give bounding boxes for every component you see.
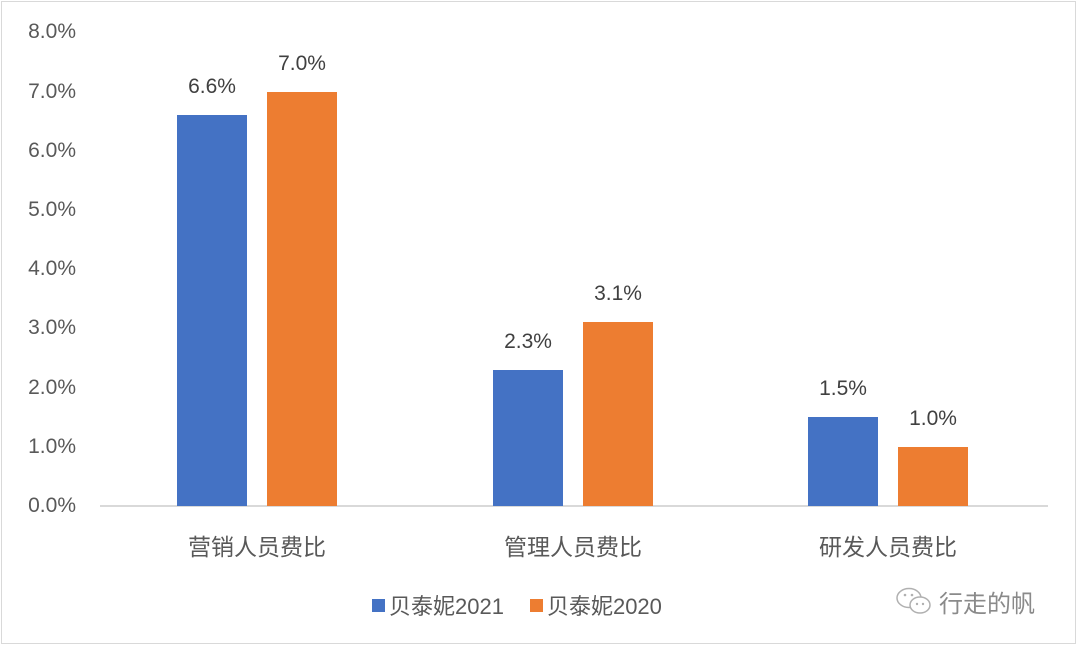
- watermark-text: 行走的帆: [939, 591, 1035, 618]
- watermark: 行走的帆: [895, 584, 1035, 619]
- bar-2020: [267, 91, 337, 506]
- bar-2020: [583, 322, 653, 506]
- legend-label: 贝泰妮2020: [546, 594, 662, 619]
- data-label: 1.5%: [819, 377, 867, 401]
- x-category-label: 管理人员费比: [504, 534, 642, 560]
- y-tick-label: 4.0%: [28, 257, 76, 281]
- legend-swatch-orange: [529, 598, 543, 612]
- bar-2021: [177, 115, 247, 506]
- data-label: 7.0%: [278, 51, 326, 75]
- legend-label: 贝泰妮2021: [389, 594, 504, 619]
- y-tick-label: 5.0%: [28, 198, 76, 221]
- data-label: 3.1%: [594, 282, 642, 306]
- y-tick-label: 6.0%: [28, 138, 76, 162]
- y-tick-label: 2.0%: [28, 375, 76, 399]
- x-axis-line: [100, 505, 1048, 507]
- data-label: 2.3%: [504, 329, 552, 353]
- data-label: 6.6%: [188, 75, 236, 99]
- legend-item-2021: 贝泰妮2021: [372, 589, 504, 621]
- wechat-icon: [896, 587, 931, 614]
- data-label: 1.0%: [909, 406, 957, 430]
- y-tick-label: 7.0%: [28, 79, 76, 103]
- x-category-label: 研发人员费比: [819, 534, 957, 560]
- bar-2021: [808, 417, 878, 506]
- legend-swatch-blue: [372, 598, 385, 612]
- y-tick-label: 1.0%: [28, 434, 76, 458]
- bar-2021: [493, 369, 563, 506]
- legend: 贝泰妮2021 贝泰妮2020: [372, 589, 688, 621]
- y-tick-label: 0.0%: [28, 494, 76, 517]
- y-tick-label: 8.0%: [28, 20, 76, 44]
- y-tick-label: 3.0%: [28, 316, 76, 340]
- bar-2020: [898, 446, 968, 506]
- x-category-label: 营销人员费比: [188, 534, 326, 560]
- legend-item-2020: 贝泰妮2020: [529, 589, 662, 621]
